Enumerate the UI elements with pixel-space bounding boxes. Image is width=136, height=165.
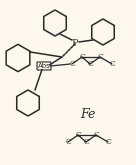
Text: C: C — [87, 60, 93, 68]
Text: C: C — [105, 138, 111, 146]
Text: C: C — [79, 53, 85, 61]
Text: C: C — [75, 131, 81, 139]
FancyBboxPatch shape — [37, 62, 51, 70]
Text: C: C — [97, 53, 103, 61]
Text: Fe: Fe — [80, 109, 96, 121]
Text: C: C — [109, 60, 115, 68]
Text: P: P — [72, 39, 78, 49]
Text: C: C — [83, 138, 89, 146]
Text: C: C — [93, 131, 99, 139]
Text: C: C — [65, 138, 71, 146]
Text: Abs: Abs — [38, 63, 50, 69]
Text: C: C — [69, 60, 75, 68]
